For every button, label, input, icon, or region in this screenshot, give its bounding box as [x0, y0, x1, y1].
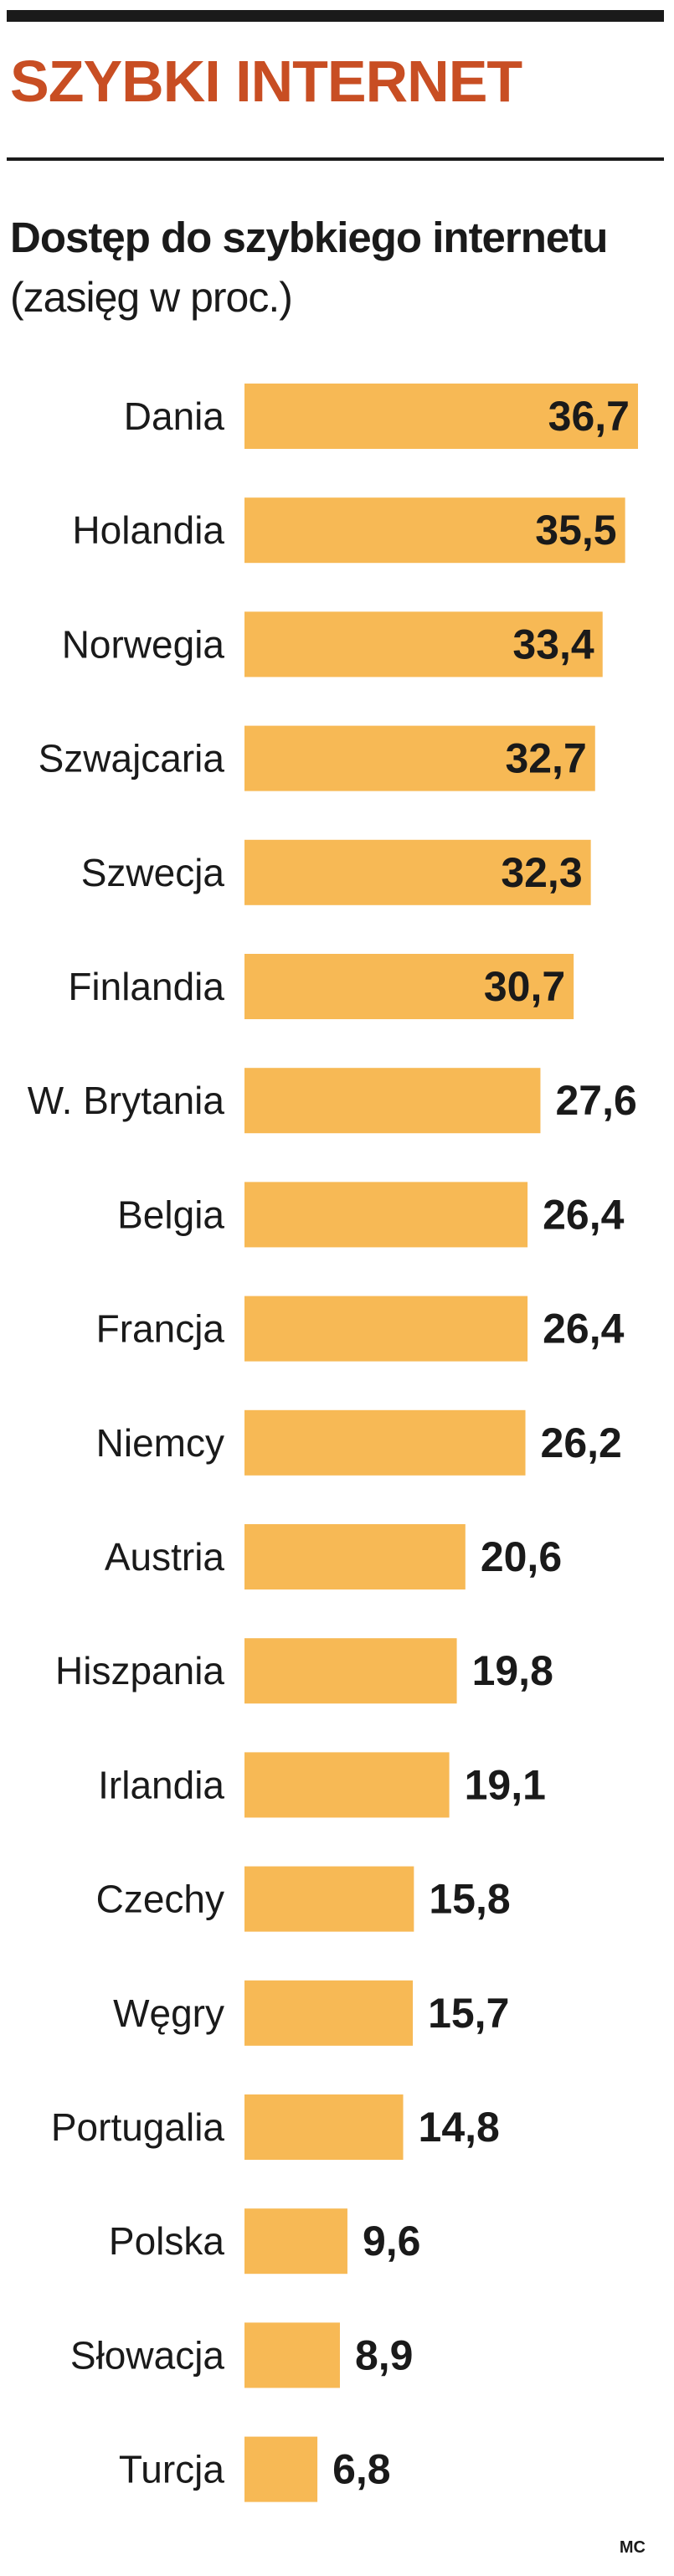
value-label: 33,4 — [512, 621, 594, 667]
category-label: Norwegia — [62, 622, 225, 666]
chart-subtitle: (zasięg w proc.) — [10, 274, 293, 321]
value-label: 6,8 — [332, 2446, 391, 2493]
bar-row: Holandia 35,5 — [72, 497, 625, 564]
category-label: Finlandia — [68, 965, 224, 1008]
value-label: 9,6 — [363, 2218, 421, 2264]
category-label: W. Brytania — [28, 1079, 225, 1122]
bar — [244, 725, 595, 791]
category-label: Portugalia — [51, 2105, 225, 2149]
value-label: 14,8 — [419, 2104, 500, 2151]
value-label: 26,2 — [541, 1419, 622, 1466]
category-label: Węgry — [113, 1991, 224, 2035]
category-label: Szwecja — [81, 851, 225, 894]
value-label: 15,7 — [428, 1990, 509, 2037]
category-label: Francja — [96, 1307, 225, 1351]
value-label: 36,7 — [548, 393, 630, 440]
category-label: Słowacja — [70, 2333, 225, 2377]
bar — [244, 1980, 414, 2046]
value-label: 26,4 — [543, 1191, 625, 1238]
bar — [244, 1866, 414, 1932]
bar — [244, 2322, 340, 2388]
bar-row: Dania 36,7 — [124, 384, 638, 449]
value-label: 8,9 — [355, 2331, 414, 2378]
category-label: Szwajcaria — [39, 737, 225, 781]
bar-row: Portugalia 14,8 — [51, 2094, 500, 2160]
category-label: Polska — [109, 2219, 224, 2263]
value-label: 32,7 — [505, 735, 586, 782]
bar-row: W. Brytania 27,6 — [28, 1068, 637, 1134]
bar — [244, 1068, 541, 1134]
bar — [244, 1409, 526, 1476]
category-label: Niemcy — [96, 1421, 224, 1465]
bar — [244, 954, 574, 1019]
category-label: Holandia — [72, 508, 224, 552]
bar-row: Norwegia 33,4 — [62, 611, 603, 677]
value-label: 19,1 — [465, 1761, 546, 1808]
value-label: 30,7 — [484, 963, 565, 1010]
category-label: Turcja — [119, 2448, 225, 2491]
bar — [244, 1296, 528, 1362]
value-label: 26,4 — [543, 1306, 625, 1352]
value-label: 19,8 — [472, 1647, 553, 1694]
bar-row: Czechy 15,8 — [96, 1866, 511, 1932]
header-divider — [7, 157, 664, 161]
bar — [244, 2208, 347, 2275]
bar-row: Polska 9,6 — [109, 2208, 421, 2275]
bar-row: Niemcy 26,2 — [96, 1409, 622, 1476]
value-label: 20,6 — [481, 1533, 562, 1580]
bar-row: Węgry 15,7 — [113, 1980, 509, 2046]
author-credit: MC — [619, 2538, 646, 2557]
bar — [244, 1752, 450, 1818]
bar — [244, 2094, 404, 2160]
bar — [244, 384, 638, 449]
bar-row: Szwecja 32,3 — [81, 839, 591, 905]
bar-row: Finlandia 30,7 — [68, 954, 574, 1019]
category-label: Austria — [105, 1535, 225, 1579]
bar — [244, 1182, 528, 1248]
bar-row: Hiszpania 19,8 — [55, 1638, 553, 1704]
category-label: Hiszpania — [55, 1649, 224, 1692]
bar — [244, 611, 603, 677]
category-label: Czechy — [96, 1878, 224, 1921]
bar — [244, 1638, 457, 1704]
bar-row: Irlandia 19,1 — [98, 1752, 546, 1818]
value-label: 35,5 — [535, 507, 616, 554]
bar-row: Szwajcaria 32,7 — [39, 725, 595, 791]
bar-row: Belgia 26,4 — [117, 1182, 625, 1248]
value-label: 32,3 — [501, 849, 582, 896]
category-label: Belgia — [117, 1193, 224, 1236]
bar-row: Słowacja 8,9 — [70, 2322, 414, 2388]
bar-row: Austria 20,6 — [105, 1524, 562, 1589]
bar — [244, 839, 591, 905]
bar — [244, 1524, 466, 1589]
value-label: 15,8 — [429, 1876, 510, 1923]
category-label: Irlandia — [98, 1763, 224, 1806]
category-label: Dania — [124, 394, 225, 438]
bar-row: Turcja 6,8 — [119, 2436, 391, 2502]
bar — [244, 2436, 318, 2502]
top-rule — [7, 10, 664, 22]
value-label: 27,6 — [555, 1077, 636, 1124]
bar-row: Francja 26,4 — [96, 1296, 625, 1362]
page-title: SZYBKI INTERNET — [10, 49, 522, 114]
bar — [244, 497, 625, 564]
chart-title: Dostęp do szybkiego internetu — [10, 214, 608, 261]
